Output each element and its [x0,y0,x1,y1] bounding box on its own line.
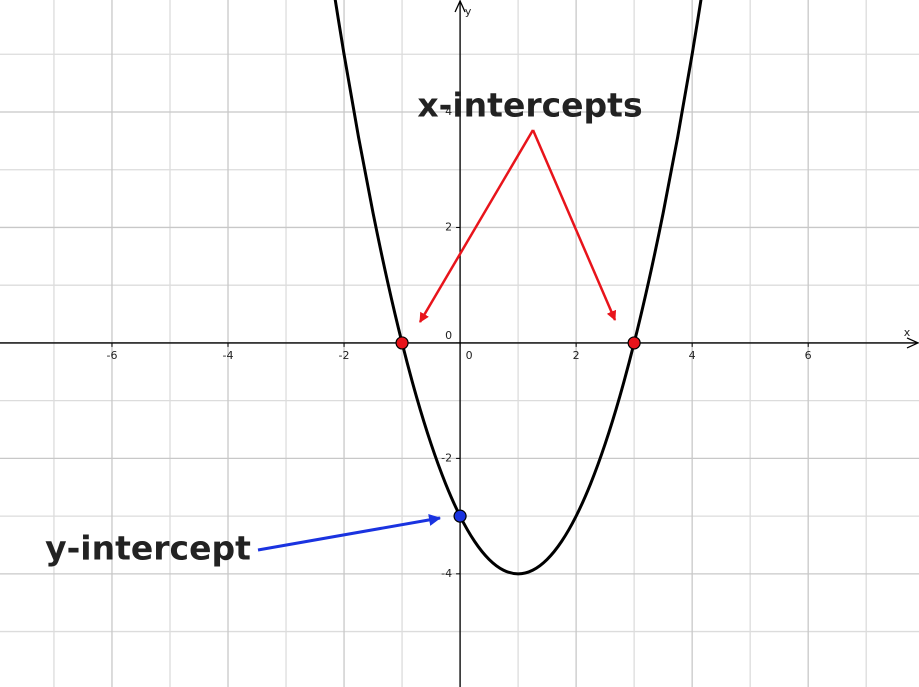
x-tick-label: -2 [339,349,350,362]
x-axis-arrow [906,337,919,349]
y-tick-label: -2 [441,451,452,464]
point [395,336,409,350]
y-axis-label: y [465,5,472,18]
annotation-arrow [257,513,441,552]
annotation-arrow [531,129,617,321]
annotation-arrow [418,129,535,323]
y-tick-label: -4 [441,567,452,580]
marks [333,0,703,576]
x-tick-label: -6 [106,349,117,362]
x-tick-label: 0 [466,349,473,362]
y-tick-label: 4 [445,105,452,118]
y-axis-arrow [454,0,466,13]
x-tick-label: 2 [573,349,580,362]
point [627,336,641,350]
x-axis-label: x [904,326,911,339]
y-tick-label: 0 [445,329,452,342]
x-tick-label: 4 [689,349,696,362]
y-tick-label: 2 [445,220,452,233]
curve [333,0,703,576]
annotation: x-intercepts [417,86,642,125]
point [453,509,467,523]
x-tick-label: -4 [223,349,234,362]
x-tick-label: 6 [805,349,812,362]
annotation: y-intercept [45,529,251,568]
